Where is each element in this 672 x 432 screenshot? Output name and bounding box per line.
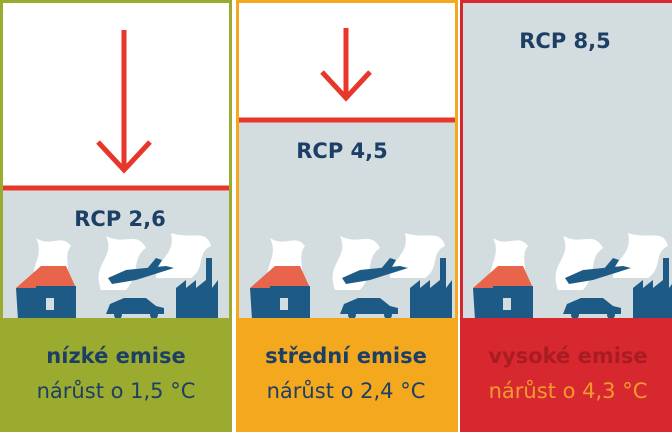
warming: nárůst o 2,4 °C	[267, 379, 426, 403]
infographic: RCP 2,6 nízké emise nárůst o 1,5 °C RCP …	[0, 0, 672, 432]
rcp-label: RCP 2,6	[74, 207, 166, 231]
scene	[473, 233, 672, 320]
warming: nárůst o 4,3 °C	[489, 379, 648, 403]
page: RCP 2,6 nízké emise nárůst o 1,5 °C RCP …	[0, 0, 672, 432]
footer	[3, 318, 229, 430]
emission-level: střední emise	[265, 344, 427, 368]
emission-level: nízké emise	[46, 344, 185, 368]
footer	[239, 318, 455, 430]
emission-level: vysoké emise	[488, 344, 647, 368]
footer	[463, 318, 672, 430]
rcp-label: RCP 8,5	[519, 29, 611, 53]
scene	[16, 233, 218, 320]
warming: nárůst o 1,5 °C	[37, 379, 196, 403]
rcp-label: RCP 4,5	[296, 139, 388, 163]
scene	[250, 233, 452, 320]
